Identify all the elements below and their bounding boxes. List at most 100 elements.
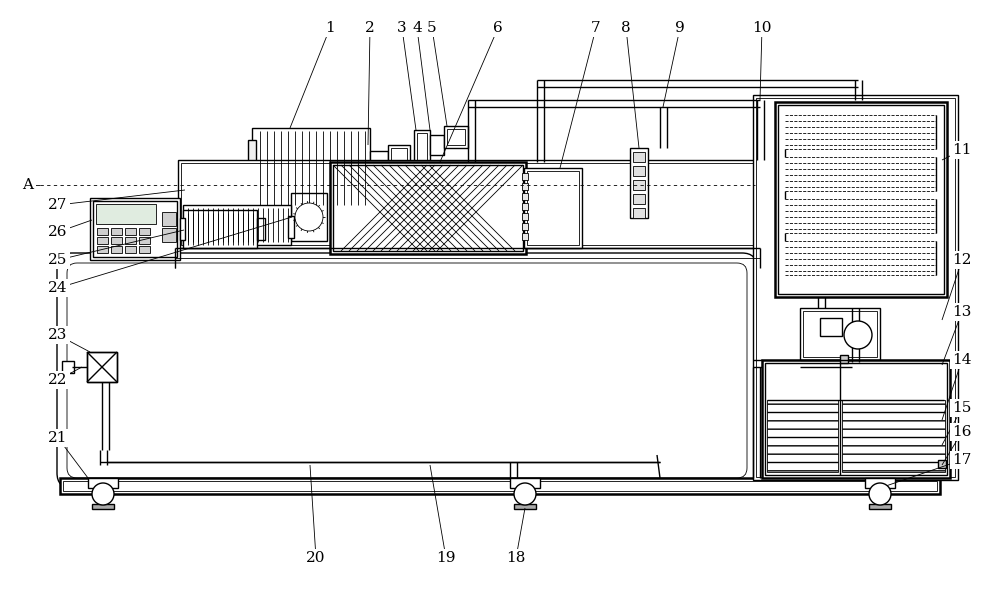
Bar [447,129,465,145]
Bar [87,352,117,382]
Bar [125,237,136,244]
Text: 4: 4 [412,21,422,35]
Bar [125,228,136,235]
Text: 21: 21 [48,431,68,445]
Bar [514,504,536,509]
Text: 23: 23 [48,328,68,342]
Text: 14: 14 [952,353,972,367]
FancyBboxPatch shape [57,253,757,488]
Bar [522,193,528,200]
Bar [767,400,838,472]
Bar [522,183,528,190]
Bar [840,355,848,363]
Bar [330,162,526,254]
Bar [111,228,122,235]
Bar [633,152,645,162]
Text: 9: 9 [675,21,685,35]
Bar [522,213,528,220]
Bar [527,171,579,245]
Bar [388,145,410,183]
Circle shape [295,203,323,231]
Bar [633,180,645,190]
Bar [765,363,947,475]
Bar [97,237,108,244]
Text: 7: 7 [591,21,601,35]
Bar [522,233,528,240]
Text: 10: 10 [752,21,772,35]
Bar [111,246,122,253]
Bar [183,205,291,245]
Text: 6: 6 [493,21,503,35]
Bar [510,478,540,488]
Bar [139,237,150,244]
Bar [417,133,427,199]
Bar [183,210,257,248]
Bar [88,478,118,488]
Bar [63,481,937,491]
Bar [125,246,136,253]
Text: 18: 18 [506,551,526,565]
Bar [87,352,117,382]
Bar [938,460,946,468]
Bar [90,198,180,260]
Circle shape [514,483,536,505]
Text: 25: 25 [48,253,68,267]
Text: 17: 17 [952,453,972,467]
Bar [139,246,150,253]
Bar [633,166,645,176]
Text: 16: 16 [952,425,972,439]
Bar [111,237,122,244]
Text: 22: 22 [48,373,68,387]
Text: 2: 2 [365,21,375,35]
Bar [139,228,150,235]
Text: 15: 15 [952,401,972,415]
Bar [181,163,755,245]
Bar [444,126,468,148]
Text: 24: 24 [48,281,68,295]
Bar [430,135,444,155]
Bar [178,160,758,248]
Bar [522,203,528,210]
Bar [288,216,294,238]
Bar [756,98,955,477]
Bar [820,318,842,336]
Text: 20: 20 [306,551,326,565]
Bar [522,173,528,180]
Bar [96,204,156,224]
Bar [248,140,256,196]
Circle shape [844,321,872,349]
Bar [162,228,176,242]
Bar [391,165,407,177]
Text: 3: 3 [397,21,407,35]
Text: 11: 11 [952,143,972,157]
Text: A: A [22,178,34,192]
Bar [62,361,74,373]
Text: 13: 13 [952,305,972,319]
Bar [753,95,958,480]
Bar [291,193,327,241]
Text: 12: 12 [952,253,972,267]
Bar [842,400,945,472]
Bar [97,228,108,235]
Bar [865,478,895,488]
Text: 5: 5 [427,21,437,35]
Bar [370,151,388,169]
Bar [869,504,891,509]
Bar [391,148,407,160]
Text: 27: 27 [48,198,68,212]
Bar [803,311,877,357]
Bar [522,223,528,230]
Bar [257,218,265,240]
Bar [93,201,177,257]
Bar [633,208,645,218]
Bar [800,308,880,360]
Bar [775,102,947,297]
Bar [92,504,114,509]
Bar [180,218,185,240]
Bar [414,130,430,202]
Bar [60,478,940,494]
Text: 1: 1 [325,21,335,35]
Circle shape [92,483,114,505]
Bar [524,168,582,248]
Text: 19: 19 [436,551,456,565]
